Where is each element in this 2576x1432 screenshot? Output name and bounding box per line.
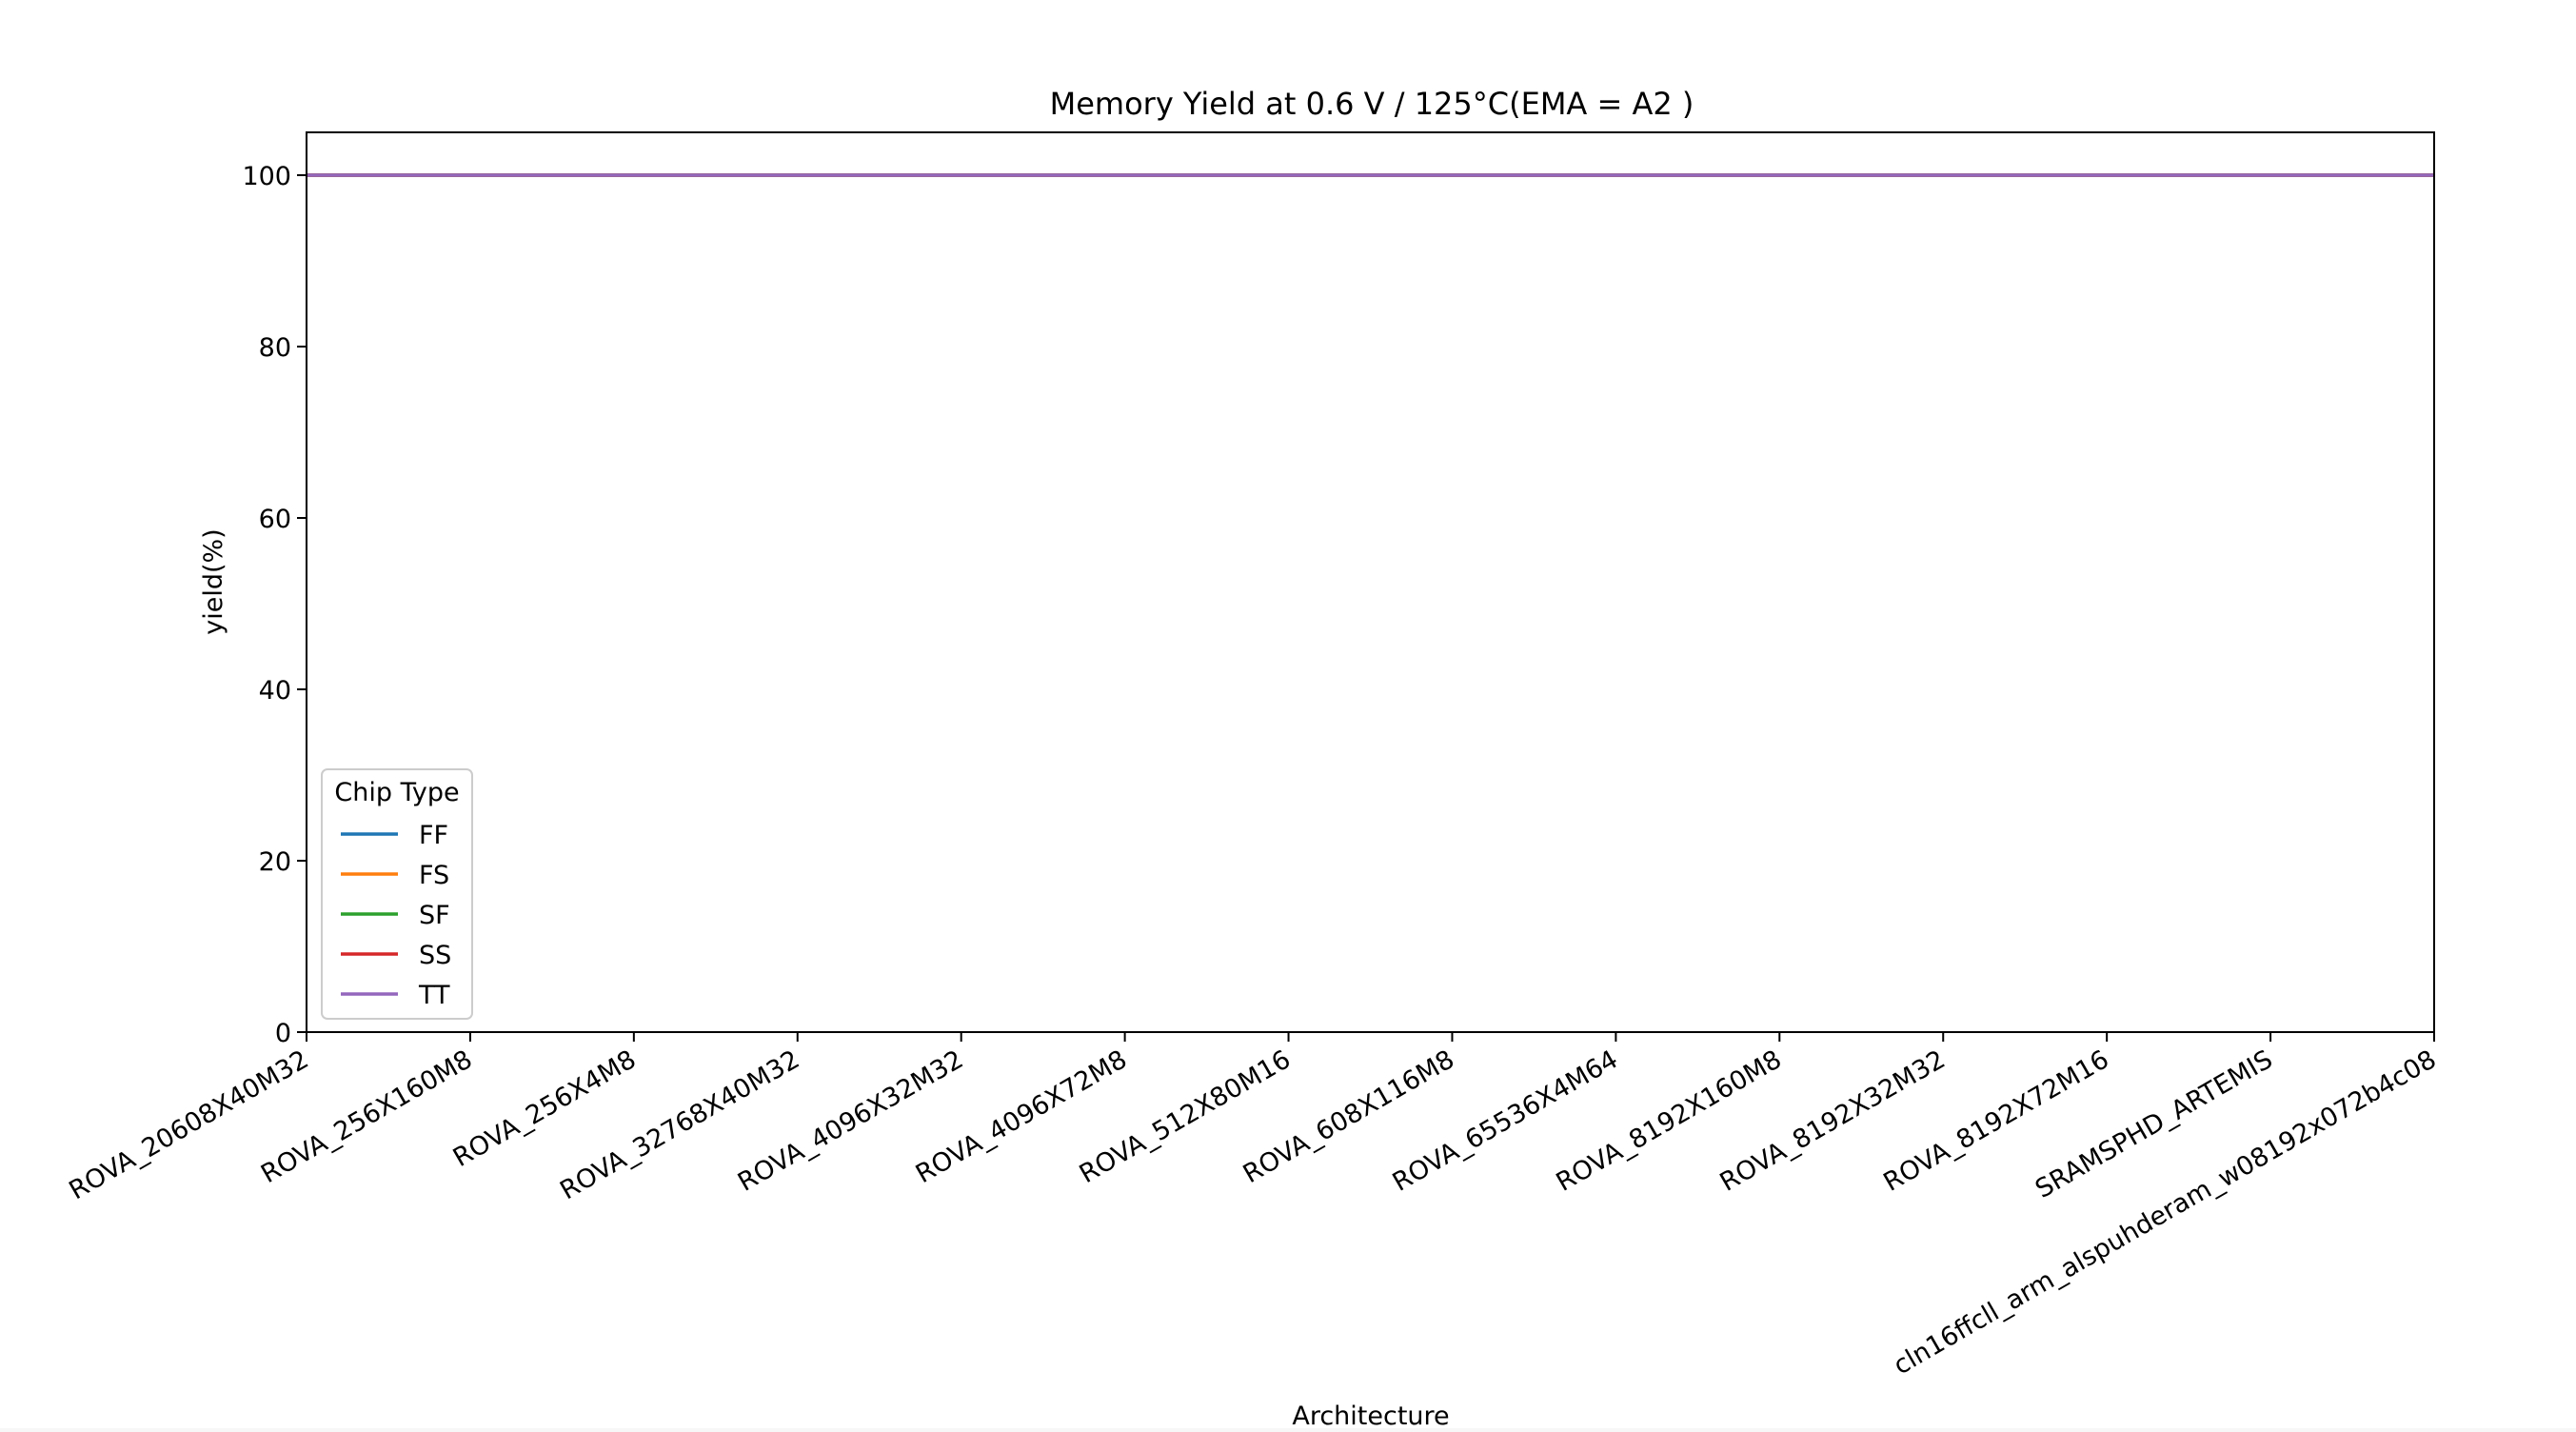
- x-tick-label: cln16ffcll_arm_alspuhderam_w08192x072b4c…: [1889, 1044, 2442, 1381]
- legend-label-ss: SS: [419, 941, 451, 970]
- chart-title: Memory Yield at 0.6 V / 125°C(EMA = A2 ): [1050, 86, 1694, 122]
- legend-title: Chip Type: [334, 778, 459, 807]
- y-tick-label: 20: [259, 847, 291, 877]
- y-tick-label: 40: [259, 676, 291, 706]
- plot-frame: [306, 131, 2435, 1033]
- y-tick-label: 80: [259, 333, 291, 363]
- legend-label-ff: FF: [419, 821, 448, 850]
- legend-box: [321, 768, 473, 1020]
- bottom-band: [0, 1428, 2576, 1432]
- x-axis: ROVA_20608X40M32ROVA_256X160M8ROVA_256X4…: [64, 1032, 2442, 1381]
- x-axis-label: Architecture: [1292, 1402, 1449, 1431]
- legend-items: FF FS SF SS TT: [341, 821, 451, 1010]
- legend-label-fs: FS: [419, 861, 449, 890]
- legend-label-tt: TT: [418, 981, 450, 1010]
- y-tick-label: 60: [259, 505, 291, 534]
- y-tick-label: 100: [242, 162, 291, 191]
- y-axis: 0 20 40 60 80 100: [242, 162, 307, 1048]
- plot-area: [307, 132, 2434, 1032]
- y-axis-label: yield(%): [199, 528, 228, 634]
- y-tick-label: 0: [275, 1019, 291, 1048]
- legend-label-sf: SF: [419, 901, 450, 930]
- legend: Chip Type FF FS SF SS TT: [321, 768, 473, 1020]
